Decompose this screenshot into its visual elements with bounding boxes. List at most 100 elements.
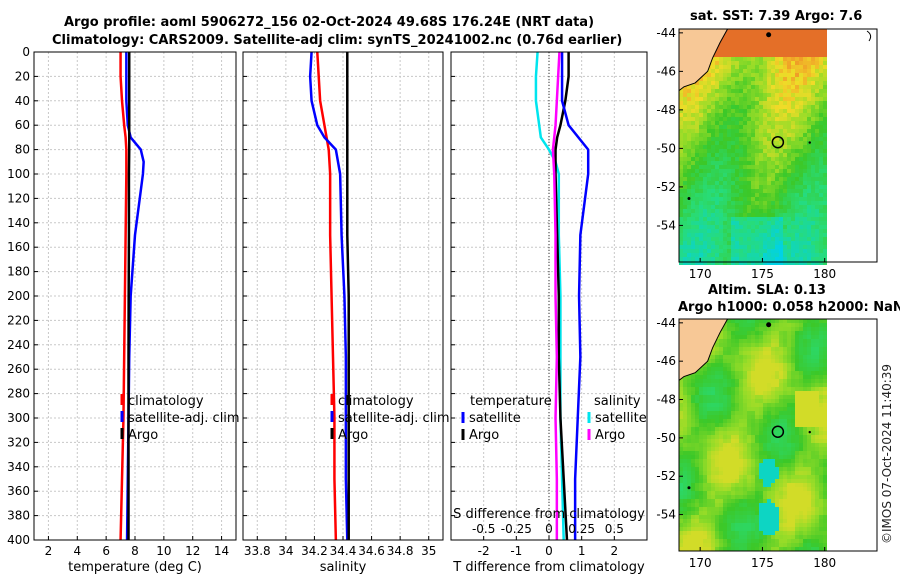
map-cell	[795, 463, 799, 467]
x-tick-label: 1	[578, 544, 586, 558]
map-cell	[823, 455, 827, 459]
map-cell	[711, 367, 715, 371]
map-cell	[811, 379, 815, 383]
map-cell	[759, 343, 763, 347]
map-cell	[715, 351, 719, 355]
map-cell	[803, 225, 807, 229]
map-cell	[751, 403, 755, 407]
map-cell	[735, 53, 739, 57]
map-cell	[791, 435, 795, 439]
map-cell	[795, 371, 799, 375]
map-cell	[715, 217, 719, 221]
map-cell	[815, 403, 819, 407]
map-cell	[819, 97, 823, 101]
map-cell	[811, 427, 815, 431]
map-cell	[787, 323, 791, 327]
map-cell	[803, 343, 807, 347]
map-cell	[823, 133, 827, 137]
map-cell	[743, 543, 747, 547]
map-cell	[755, 61, 759, 65]
map-cell	[735, 193, 739, 197]
map-cell	[719, 427, 723, 431]
map-cell	[795, 169, 799, 173]
map-cell	[811, 443, 815, 447]
map-cell	[799, 331, 803, 335]
map-cell	[711, 201, 715, 205]
map-cell	[779, 507, 783, 511]
map-cell	[699, 109, 703, 113]
map-cell	[787, 261, 791, 265]
map-cell	[763, 65, 767, 69]
map-cell	[823, 125, 827, 129]
map-cell	[763, 531, 767, 535]
map-cell	[707, 363, 711, 367]
series-s-argo	[551, 51, 561, 540]
map-cell	[807, 435, 811, 439]
map-cell	[679, 201, 683, 205]
map-cell	[791, 113, 795, 117]
map-cell	[743, 407, 747, 411]
map-cell	[815, 395, 819, 399]
map-cell	[743, 487, 747, 491]
map-cell	[823, 165, 827, 169]
map-cell	[795, 153, 799, 157]
map-cell	[711, 217, 715, 221]
map-cell	[743, 121, 747, 125]
map-cell	[783, 29, 787, 33]
map-cell	[747, 539, 751, 543]
map-cell	[707, 221, 711, 225]
map-cell	[811, 197, 815, 201]
map-cell	[775, 33, 779, 37]
map-cell	[779, 327, 783, 331]
map-cell	[819, 153, 823, 157]
map-cell	[691, 423, 695, 427]
map-cell	[755, 395, 759, 399]
map-cell	[771, 233, 775, 237]
map-cell	[679, 399, 683, 403]
map-cell	[807, 237, 811, 241]
map-cell	[735, 455, 739, 459]
map-cell	[783, 351, 787, 355]
map-cell	[743, 153, 747, 157]
map-cell	[679, 535, 683, 539]
map-cell	[747, 205, 751, 209]
map-cell	[731, 57, 735, 61]
map-cell	[787, 383, 791, 387]
map-cell	[771, 511, 775, 515]
map-cell	[707, 245, 711, 249]
map-cell	[743, 217, 747, 221]
map-cell	[795, 411, 799, 415]
map-cell	[699, 391, 703, 395]
map-cell	[747, 125, 751, 129]
map-cell	[723, 161, 727, 165]
map-cell	[735, 89, 739, 93]
map-cell	[747, 233, 751, 237]
map-cell	[731, 323, 735, 327]
map-cell	[811, 85, 815, 89]
map-cell	[763, 221, 767, 225]
map-cell	[803, 133, 807, 137]
map-cell	[715, 261, 719, 265]
map-cell	[723, 41, 727, 45]
map-cell	[679, 379, 683, 383]
map-cell	[751, 221, 755, 225]
map-cell	[799, 117, 803, 121]
map-cell	[739, 161, 743, 165]
map-cell	[687, 249, 691, 253]
map-cell	[759, 443, 763, 447]
map-cell	[695, 515, 699, 519]
map-cell	[763, 217, 767, 221]
map-cell	[687, 539, 691, 543]
map-cell	[819, 479, 823, 483]
map-cell	[771, 539, 775, 543]
map-cell	[695, 459, 699, 463]
map-cell	[679, 463, 683, 467]
map-cell	[775, 149, 779, 153]
map-cell	[795, 475, 799, 479]
map-cell	[771, 197, 775, 201]
map-cell	[775, 499, 779, 503]
map-cell	[787, 539, 791, 543]
map-cell	[755, 323, 759, 327]
map-cell	[731, 29, 735, 33]
map-cell	[743, 105, 747, 109]
